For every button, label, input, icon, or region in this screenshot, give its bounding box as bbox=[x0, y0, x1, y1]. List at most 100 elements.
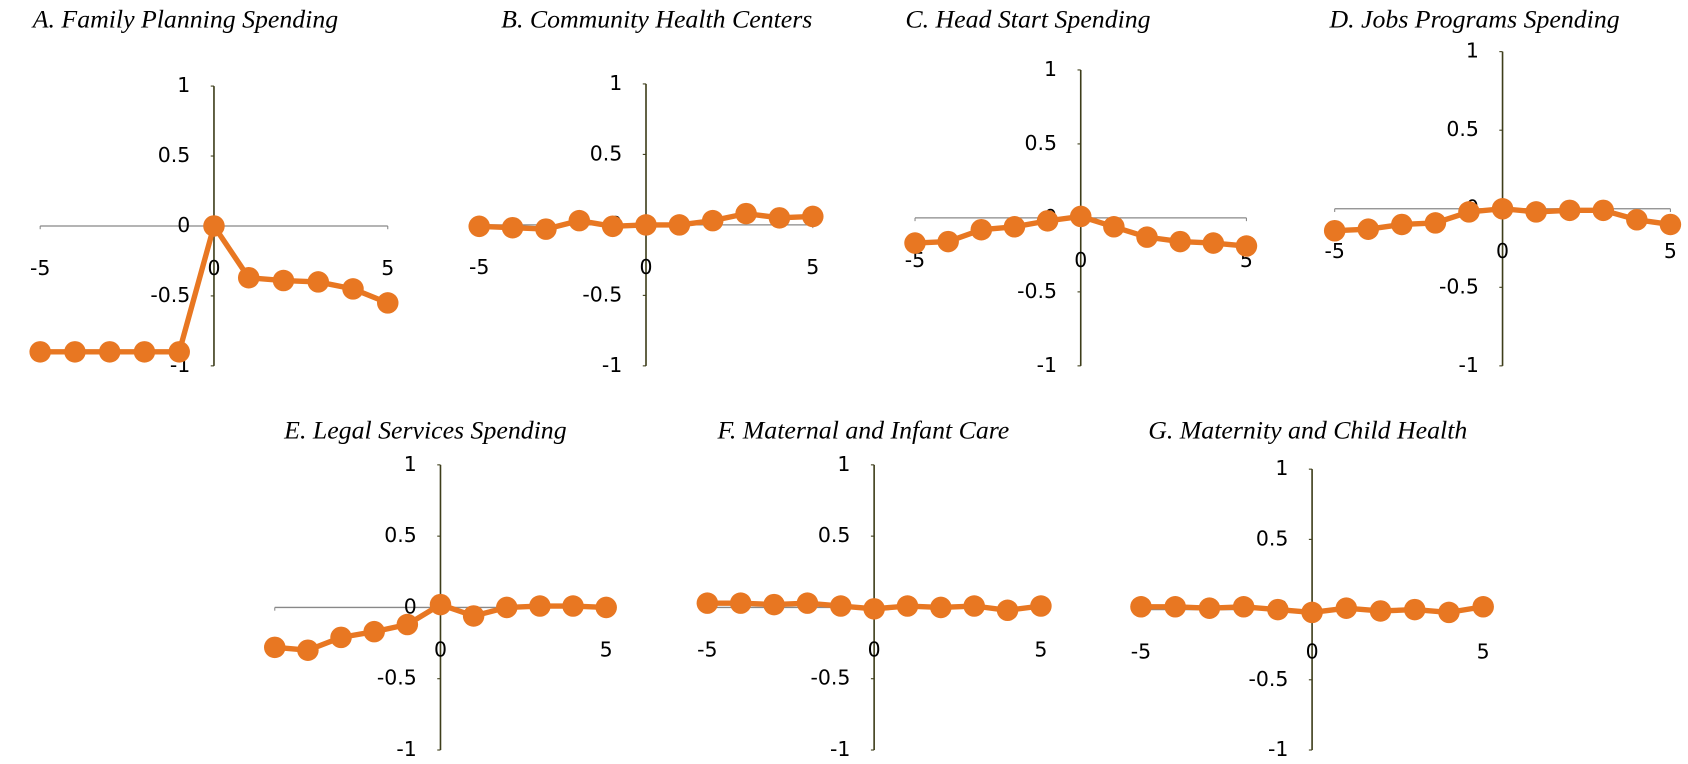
point bbox=[1472, 596, 1494, 618]
point bbox=[330, 626, 352, 649]
y-tick-label: -0.5 bbox=[150, 283, 190, 307]
point bbox=[1169, 230, 1191, 253]
panel: A. Family Planning Spending-1-0.500.51-5… bbox=[29, 4, 399, 377]
point bbox=[342, 278, 364, 300]
point bbox=[1235, 235, 1258, 257]
point bbox=[1136, 226, 1158, 248]
y-tick-label: 0 bbox=[177, 213, 190, 237]
panel: C. Head Start Spending-1-0.500.51-505 bbox=[904, 4, 1258, 377]
point bbox=[863, 598, 885, 620]
point bbox=[668, 214, 691, 236]
y-tick-label: 1 bbox=[177, 73, 190, 97]
point bbox=[1301, 601, 1323, 624]
y-tick-label: 0.5 bbox=[384, 523, 417, 547]
x-tick-label: 0 bbox=[868, 637, 881, 661]
x-tick-label: 5 bbox=[381, 256, 394, 280]
point bbox=[501, 216, 524, 239]
y-tick-label: -0.5 bbox=[582, 282, 622, 306]
y-tick-label: 0.5 bbox=[158, 143, 191, 167]
point bbox=[802, 205, 824, 228]
x-tick-label: 5 bbox=[1034, 637, 1047, 661]
x-tick-label: 5 bbox=[1664, 239, 1677, 263]
y-tick-label: -1 bbox=[602, 353, 622, 377]
panel: G. Maternity and Child Health -1 -0.5 0 0.5 1… bbox=[1130, 415, 1494, 761]
point bbox=[1267, 598, 1289, 621]
point bbox=[396, 613, 419, 636]
point bbox=[568, 209, 591, 232]
point bbox=[363, 620, 385, 643]
point bbox=[768, 207, 791, 229]
point bbox=[1391, 213, 1413, 236]
point bbox=[963, 595, 985, 617]
point bbox=[830, 595, 852, 617]
point bbox=[896, 595, 919, 617]
panel: D. Jobs Programs Spending-1-0.500.51-505 bbox=[1323, 4, 1682, 377]
point bbox=[64, 341, 86, 363]
point bbox=[1357, 218, 1380, 240]
point bbox=[307, 271, 329, 293]
point bbox=[601, 215, 624, 238]
y-tick-label: -0.5 bbox=[1249, 667, 1289, 691]
x-tick-label: 5 bbox=[600, 637, 613, 661]
point bbox=[535, 218, 557, 240]
y-tick-label: 1 bbox=[404, 452, 417, 476]
panel-title: G. Maternity and Child Health bbox=[1148, 415, 1467, 444]
y-tick-label: 0.5 bbox=[590, 141, 623, 165]
point bbox=[1525, 201, 1547, 223]
point bbox=[937, 230, 959, 253]
y-tick-label: -0.5 bbox=[1017, 279, 1057, 303]
x-tick-label: -5 bbox=[469, 255, 489, 279]
y-tick-label: 0 bbox=[404, 594, 417, 618]
point bbox=[1232, 596, 1255, 618]
point bbox=[1335, 597, 1358, 619]
point bbox=[496, 596, 518, 619]
point bbox=[1659, 213, 1682, 236]
panel: F. Maternal and Infant Care -1 -0.5 0 0.5 1 -5… bbox=[696, 415, 1052, 761]
point bbox=[1202, 232, 1225, 254]
point bbox=[203, 215, 225, 237]
point bbox=[1164, 596, 1186, 618]
point bbox=[904, 232, 926, 254]
y-tick-label: 0.5 bbox=[1256, 526, 1289, 550]
y-tick-label: 0.5 bbox=[1025, 131, 1058, 155]
panel: E. Legal Services Spending-1-0.500.51-50… bbox=[264, 415, 617, 761]
y-tick-label: 1 bbox=[1044, 57, 1057, 81]
y-tick-label: 0.5 bbox=[818, 523, 851, 547]
point bbox=[1069, 205, 1092, 228]
point bbox=[133, 341, 156, 363]
y-tick-label: -1 bbox=[1458, 353, 1478, 377]
point bbox=[1369, 600, 1392, 622]
point bbox=[272, 269, 295, 292]
point bbox=[763, 593, 785, 616]
panel-title: F. Maternal and Infant Care bbox=[716, 415, 1009, 444]
point bbox=[930, 596, 952, 619]
point bbox=[468, 215, 490, 238]
point bbox=[297, 639, 319, 661]
point bbox=[562, 595, 584, 617]
y-tick-label: 1 bbox=[1275, 456, 1288, 480]
panel: B. Community Health Centers -1 -0.5 0 0.5 1 -5… bbox=[468, 4, 824, 377]
panel-title: C. Head Start Spending bbox=[905, 4, 1150, 33]
point bbox=[1403, 598, 1426, 621]
x-tick-label: 0 bbox=[639, 255, 652, 279]
panel-title: E. Legal Services Spending bbox=[283, 415, 567, 444]
y-tick-label: -1 bbox=[396, 737, 416, 761]
point bbox=[1036, 210, 1059, 232]
point bbox=[1592, 199, 1615, 222]
y-tick-label: -1 bbox=[1037, 353, 1057, 377]
point bbox=[1491, 197, 1514, 220]
x-tick-label: 0 bbox=[1074, 248, 1087, 272]
point bbox=[729, 592, 752, 614]
point bbox=[1103, 216, 1125, 238]
point bbox=[237, 266, 260, 289]
point bbox=[696, 592, 719, 614]
y-tick-label: 1 bbox=[1466, 39, 1479, 63]
point bbox=[996, 599, 1019, 622]
point bbox=[796, 592, 819, 614]
point bbox=[264, 636, 286, 659]
point bbox=[98, 341, 121, 363]
y-tick-label: -0.5 bbox=[377, 666, 417, 690]
point bbox=[29, 341, 51, 363]
